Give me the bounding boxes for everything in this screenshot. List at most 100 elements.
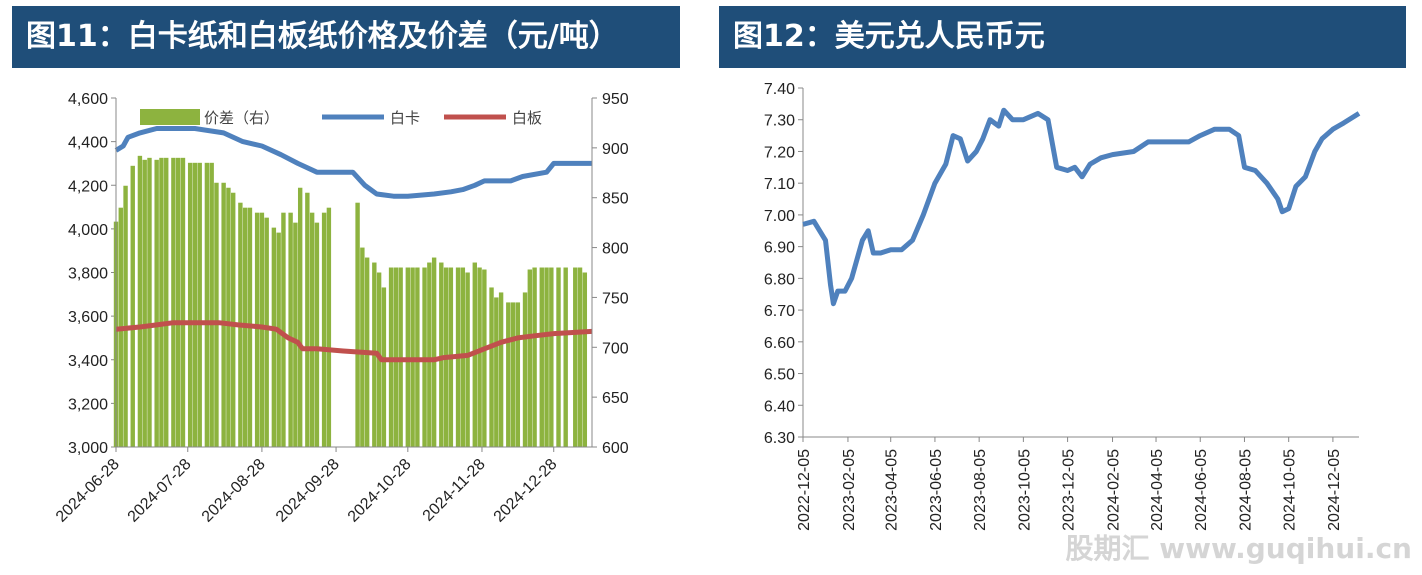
bar — [506, 302, 511, 447]
y-tick-label: 6.60 — [764, 335, 795, 352]
y-right-tick-label: 900 — [602, 141, 629, 158]
bar — [522, 292, 528, 447]
bar — [427, 262, 432, 447]
y-right-tick-label: 850 — [602, 191, 629, 208]
chart-panel-usdcny: 图12：美元兑人民币元 6.30 6.40 6.50 6.60 6.70 6.80 6.90… — [715, 0, 1422, 575]
bar — [293, 222, 298, 447]
bar — [314, 222, 320, 447]
y-tick-label: 7.00 — [764, 208, 795, 225]
bar — [147, 157, 152, 447]
bar — [231, 192, 236, 447]
bar — [510, 302, 516, 447]
chart-svg-usdcny: 6.30 6.40 6.50 6.60 6.70 6.80 6.90 7.00 7.10 7.20… — [764, 81, 1361, 531]
bar — [297, 187, 303, 447]
bar — [326, 207, 332, 447]
x-tick-label: 2024-04-05 — [1149, 449, 1166, 531]
y-tick-label: 6.30 — [764, 430, 795, 447]
bar — [281, 212, 286, 447]
y-right-tick-label: 950 — [602, 91, 629, 108]
y-right-tick-label: 750 — [602, 290, 629, 307]
x-tick-label: 2024-11-28 — [420, 456, 489, 525]
bar — [276, 232, 281, 447]
x-tick-label: 2024-10-28 — [345, 456, 415, 526]
bar — [482, 269, 487, 447]
y-left-tick-label: 4,200 — [68, 178, 108, 195]
chart-title: 图12：美元兑人民币元 — [719, 6, 1406, 68]
x-tick-label: 2023-02-05 — [841, 449, 858, 531]
y-right-tick-label: 600 — [602, 440, 629, 457]
bar — [582, 272, 588, 447]
bar — [381, 287, 387, 447]
bar — [388, 267, 394, 447]
bar — [197, 162, 202, 448]
y-right-tick-label: 700 — [602, 340, 629, 357]
x-tick-label: 2023-10-05 — [1016, 449, 1033, 531]
bar — [398, 267, 403, 447]
x-tick-label: 2023-12-05 — [1061, 449, 1078, 531]
x-tick-label: 2024-10-05 — [1282, 449, 1299, 531]
bar — [309, 212, 315, 447]
bar — [214, 182, 219, 447]
x-tick-label: 2024-02-05 — [1106, 449, 1123, 531]
bar — [123, 185, 128, 447]
bar — [171, 157, 176, 447]
bar — [254, 212, 260, 447]
bar — [532, 267, 537, 447]
y-tick-label: 6.80 — [764, 271, 795, 288]
bar — [226, 187, 231, 447]
bar — [305, 192, 310, 447]
y-tick-label: 7.40 — [764, 81, 795, 98]
bar — [539, 267, 544, 447]
y-left-tick-label: 3,400 — [68, 353, 108, 370]
bar — [209, 162, 214, 448]
bar — [130, 165, 135, 447]
bar — [556, 267, 561, 447]
chart-title: 图11：白卡纸和白板纸价格及价差（元/吨） — [12, 6, 680, 68]
bar — [477, 267, 482, 447]
bar — [159, 157, 164, 447]
bar — [259, 212, 265, 447]
bar — [515, 302, 521, 447]
legend-label-white-card: 白卡 — [390, 110, 420, 127]
bar — [264, 217, 269, 447]
bar — [573, 267, 578, 447]
x-tick-label: 2024-08-05 — [1237, 449, 1254, 531]
bar — [187, 162, 193, 448]
x-tick-label: 2022-12-05 — [796, 449, 813, 531]
y-tick-label: 6.50 — [764, 367, 795, 384]
bar — [137, 155, 143, 447]
y-tick-label: 6.90 — [764, 240, 795, 257]
chart-panel-paper-prices: 图11：白卡纸和白板纸价格及价差（元/吨） 3,000 3,200 3,400 3,6… — [0, 0, 700, 575]
legend: 价差（右） 白卡 白板 — [140, 109, 542, 127]
legend-swatch-spread — [140, 109, 200, 125]
x-tick-label: 2024-07-28 — [125, 456, 195, 526]
bar — [142, 159, 147, 447]
x-tick-label: 2024-08-28 — [199, 456, 269, 526]
bar — [355, 202, 360, 447]
bar — [465, 272, 470, 447]
bar — [175, 157, 181, 447]
y-left-tick-label: 3,000 — [68, 440, 108, 457]
bar — [204, 162, 210, 448]
y-right-tick-label: 800 — [602, 241, 629, 258]
x-tick-label: 2024-12-05 — [1326, 449, 1343, 531]
bar — [360, 247, 365, 447]
legend-label-spread: 价差（右） — [204, 110, 279, 127]
y-tick-label: 7.20 — [764, 144, 795, 161]
y-left-tick-label: 3,600 — [68, 309, 108, 326]
bar — [498, 292, 504, 447]
bar — [180, 157, 186, 447]
y-left-tick-label: 4,000 — [68, 222, 108, 239]
x-tick-label: 2023-04-05 — [884, 449, 901, 531]
bar — [527, 269, 533, 447]
series-line-white-card — [114, 126, 592, 199]
bar — [439, 262, 444, 447]
series-line-usdcny — [802, 107, 1361, 307]
watermark: 股期汇 www.guqihui.cn — [1065, 532, 1412, 565]
bar — [405, 267, 411, 447]
bar — [544, 267, 549, 447]
bar — [321, 212, 327, 447]
bar — [393, 267, 399, 447]
bar — [415, 267, 420, 447]
x-tick-label: 2024-09-28 — [273, 456, 343, 526]
